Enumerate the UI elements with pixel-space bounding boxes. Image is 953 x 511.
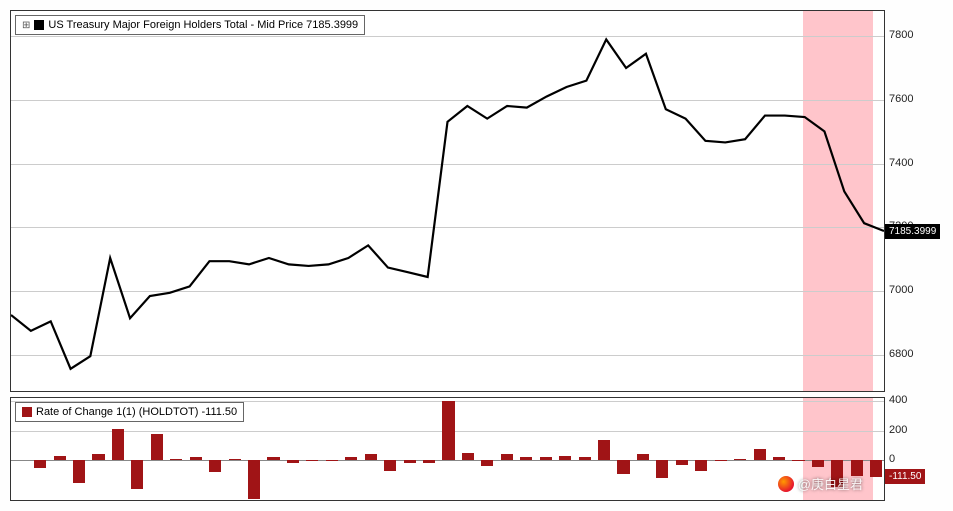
- top-current-value-badge: 7185.3999: [885, 224, 940, 239]
- bar: [773, 457, 785, 460]
- bar: [248, 460, 260, 499]
- bar: [520, 457, 532, 460]
- legend-marker-red: [22, 407, 32, 417]
- bar: [501, 454, 513, 460]
- watermark-text: @庚白星君: [798, 474, 863, 493]
- bar: [229, 459, 241, 460]
- weibo-icon: [778, 476, 794, 492]
- top-line-chart: ⊞ US Treasury Major Foreign Holders Tota…: [10, 10, 885, 392]
- bar: [442, 401, 454, 460]
- bar: [462, 453, 474, 460]
- watermark: @庚白星君: [778, 474, 863, 493]
- bar: [151, 434, 163, 461]
- bar: [54, 456, 66, 460]
- bar: [598, 440, 610, 461]
- bottom-legend-label: Rate of Change 1(1) (HOLDTOT) -111.50: [36, 406, 237, 418]
- bar: [404, 460, 416, 462]
- bar: [384, 460, 396, 470]
- bar: [695, 460, 707, 470]
- bar: [92, 454, 104, 460]
- y-axis-right: 680070007200740076007800 0200400 7185.39…: [885, 10, 953, 501]
- bar: [267, 457, 279, 460]
- bar: [676, 460, 688, 464]
- bar: [306, 460, 318, 461]
- top-line-svg: [11, 11, 884, 391]
- bar: [754, 449, 766, 461]
- bar: [579, 457, 591, 460]
- bar: [656, 460, 668, 478]
- bar: [112, 429, 124, 460]
- bar: [540, 457, 552, 460]
- bar: [131, 460, 143, 488]
- ytick-label: 200: [889, 424, 907, 436]
- bottom-current-value-badge: -111.50: [885, 469, 925, 484]
- bar: [812, 460, 824, 467]
- bar: [73, 460, 85, 482]
- ytick-label: 6800: [889, 348, 913, 360]
- ytick-label: 7000: [889, 284, 913, 296]
- top-legend-label: US Treasury Major Foreign Holders Total …: [48, 19, 358, 31]
- bar: [637, 454, 649, 461]
- bar: [734, 459, 746, 460]
- bar: [170, 459, 182, 460]
- ytick-label: 0: [889, 453, 895, 465]
- bar: [345, 457, 357, 460]
- ytick-label: 7600: [889, 93, 913, 105]
- bar: [715, 460, 727, 461]
- bottom-legend: Rate of Change 1(1) (HOLDTOT) -111.50: [15, 402, 244, 422]
- bar: [365, 454, 377, 460]
- ytick-label: 7800: [889, 29, 913, 41]
- bar: [287, 460, 299, 463]
- legend-marker-black: [34, 20, 44, 30]
- ytick-label: 400: [889, 394, 907, 406]
- bar: [190, 457, 202, 460]
- bar: [870, 460, 882, 477]
- bar: [792, 460, 804, 461]
- bar: [559, 456, 571, 460]
- bar: [481, 460, 493, 466]
- bar: [617, 460, 629, 473]
- bar: [209, 460, 221, 472]
- chart-container: ⊞ US Treasury Major Foreign Holders Tota…: [0, 0, 953, 511]
- bar: [326, 460, 338, 461]
- ytick-label: 7400: [889, 157, 913, 169]
- bar: [423, 460, 435, 462]
- bar: [34, 460, 46, 467]
- expand-icon[interactable]: ⊞: [22, 20, 30, 31]
- bottom-bar-chart: Rate of Change 1(1) (HOLDTOT) -111.50: [10, 397, 885, 501]
- top-legend: ⊞ US Treasury Major Foreign Holders Tota…: [15, 15, 365, 35]
